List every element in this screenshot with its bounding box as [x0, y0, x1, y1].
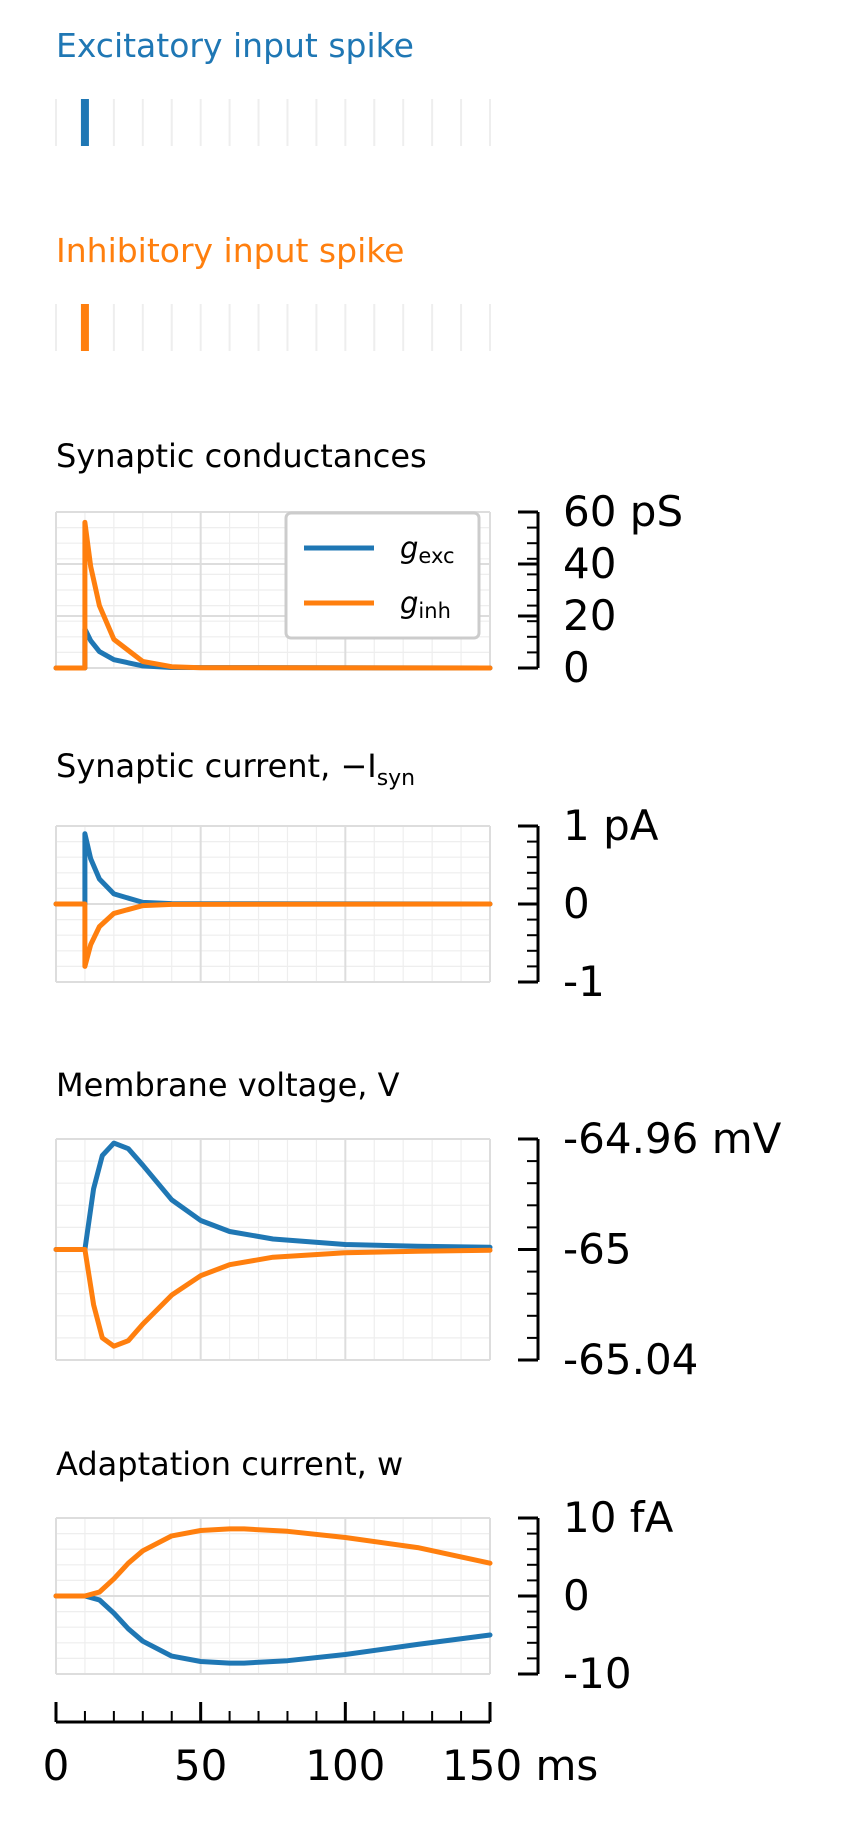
- y-tick-label: 20: [563, 591, 616, 640]
- legend-subscript: inh: [418, 599, 450, 623]
- panel-title: Adaptation current, w: [56, 1445, 403, 1483]
- series-line-exc: [53, 1140, 493, 1252]
- panel-title-text: Membrane voltage, V: [56, 1066, 400, 1104]
- y-tick-label: -64.96 mV: [563, 1114, 782, 1163]
- series-line-exc: [53, 1593, 493, 1666]
- legend-box: [284, 511, 481, 640]
- panel-title-text: Adaptation current, w: [56, 1445, 403, 1483]
- y-tick-label: 1 pA: [563, 801, 659, 850]
- series-line-exc: [53, 831, 493, 907]
- panel-title: Membrane voltage, V: [56, 1066, 400, 1104]
- panel-title: Inhibitory input spike: [56, 231, 404, 270]
- x-tick-label: 0: [43, 1741, 70, 1790]
- panel-adaptation: Adaptation current, w -10 0 10 fA 0 50 100 150 …: [43, 1445, 674, 1790]
- legend-var: g: [400, 531, 418, 565]
- legend-var: g: [400, 586, 418, 620]
- panel-title-text: Inhibitory input spike: [56, 231, 404, 270]
- panel-title-text: Excitatory input spike: [56, 26, 414, 65]
- x-tick-label: 150 ms: [442, 1741, 598, 1790]
- panel-title-text: Synaptic conductances: [56, 437, 427, 475]
- legend-label: gexc: [400, 531, 455, 568]
- y-tick-label: 0: [563, 879, 590, 928]
- series-line-inh: [53, 1247, 493, 1349]
- panel-voltage: Membrane voltage, V -65.04 -65 -64.96 mV: [53, 1066, 782, 1384]
- y-tick-label: 60 pS: [563, 487, 683, 536]
- panel-exc_spike: Excitatory input spike: [55, 26, 491, 146]
- series-line-inh: [53, 1526, 493, 1599]
- y-tick-label: -65: [563, 1225, 632, 1274]
- panel-title: Excitatory input spike: [56, 26, 414, 65]
- y-tick-label: 10 fA: [563, 1493, 674, 1542]
- panel-title: Synaptic current, −Isyn: [56, 747, 415, 791]
- panel-current: Synaptic current, −Isyn -1 0 1 pA: [53, 747, 659, 1006]
- y-tick-label: 40: [563, 539, 616, 588]
- panel-title-subscript: syn: [377, 766, 415, 791]
- panel-title-text: Synaptic current, −I: [56, 747, 377, 785]
- y-tick-label: -65.04: [563, 1335, 698, 1384]
- y-tick-label: -1: [563, 957, 605, 1006]
- legend-label: ginh: [400, 586, 451, 623]
- x-tick-label: 100: [305, 1741, 385, 1790]
- y-tick-label: 0: [563, 1571, 590, 1620]
- legend-subscript: exc: [418, 544, 454, 568]
- series-line-inh: [53, 901, 493, 969]
- panel-inh_spike: Inhibitory input spike: [55, 231, 491, 351]
- panel-title: Synaptic conductances: [56, 437, 427, 475]
- x-tick-label: 50: [174, 1741, 227, 1790]
- series-line-g_inh: [53, 519, 493, 671]
- y-tick-label: 0: [563, 643, 590, 692]
- y-tick-label: -10: [563, 1649, 632, 1698]
